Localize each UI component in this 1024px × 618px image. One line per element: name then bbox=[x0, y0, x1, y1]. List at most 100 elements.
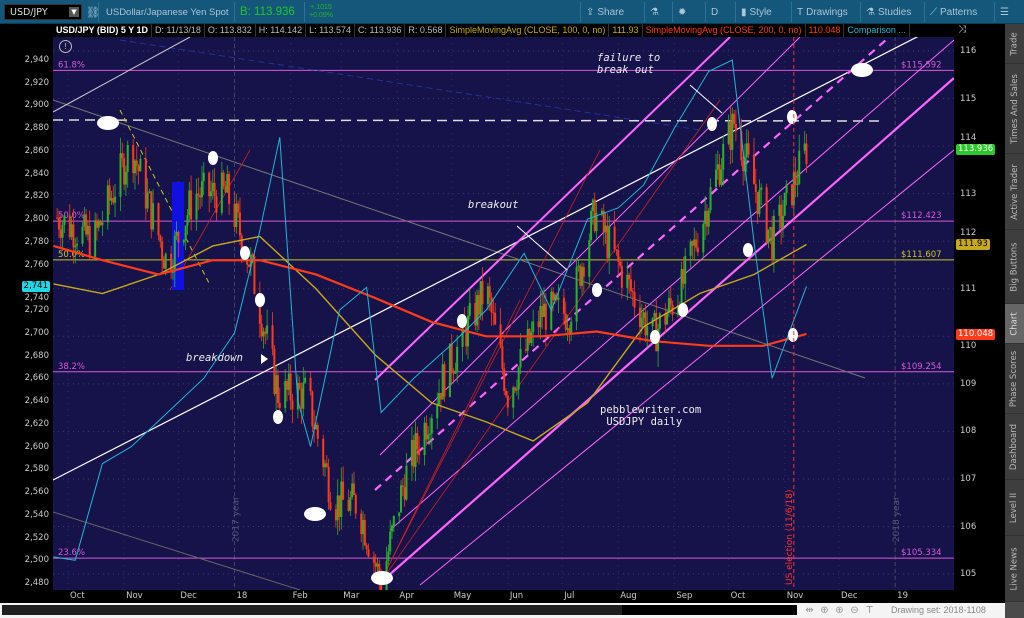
side-tab-live-news[interactable]: Live News bbox=[1005, 536, 1024, 602]
candle bbox=[253, 256, 256, 294]
candle bbox=[400, 485, 403, 513]
fib-price-label: $109.254 bbox=[901, 362, 942, 372]
candle bbox=[519, 349, 522, 368]
bar-range: R: 0.568 bbox=[405, 24, 447, 37]
text-icon[interactable]: T bbox=[866, 605, 873, 616]
candle bbox=[101, 222, 104, 226]
crosshair-icon[interactable]: ⊕ bbox=[820, 605, 829, 616]
candle bbox=[144, 158, 147, 209]
candle bbox=[479, 280, 482, 315]
pivot-marker bbox=[743, 243, 753, 257]
gear-icon-button[interactable]: ✹ bbox=[678, 0, 689, 24]
annotation-failure: failure to break out bbox=[597, 52, 661, 76]
candle bbox=[581, 266, 584, 286]
link-icon[interactable]: ⛓ bbox=[86, 6, 100, 19]
candle bbox=[173, 235, 176, 272]
channel-line bbox=[374, 37, 891, 491]
candle bbox=[758, 190, 761, 215]
candle bbox=[588, 240, 591, 277]
candle bbox=[401, 485, 404, 488]
candle bbox=[425, 422, 428, 440]
candle bbox=[606, 225, 609, 259]
candle bbox=[608, 226, 611, 259]
left-tick-label: 2,940 bbox=[24, 55, 49, 65]
patterns-icon: ⟋ bbox=[930, 6, 937, 18]
flask-icon-button[interactable]: ⚗ bbox=[650, 0, 662, 24]
drawing-set[interactable]: Drawing set: 2018-1108 bbox=[891, 605, 986, 615]
candle bbox=[99, 221, 102, 226]
candle bbox=[291, 400, 294, 410]
candle bbox=[684, 255, 687, 284]
candle bbox=[311, 391, 314, 427]
trendline bbox=[119, 39, 701, 131]
side-tab-big-buttons[interactable]: Big Buttons bbox=[1005, 230, 1024, 304]
candle bbox=[771, 227, 774, 261]
alert-icon[interactable]: ! bbox=[59, 40, 72, 53]
share-button[interactable]: ⇪ Share bbox=[586, 0, 624, 24]
candle bbox=[494, 312, 497, 325]
chart-plot-area[interactable]: 2017 year 2018 year 61.8% $115.592 50.0% $112… bbox=[53, 37, 954, 590]
sma100-label[interactable]: SimpleMovingAvg (CLOSE, 100, 0, no) bbox=[446, 24, 610, 37]
sma200-label[interactable]: SimpleMovingAvg (CLOSE, 200, 0, no) bbox=[643, 24, 806, 37]
candle-style-icon: ▮ bbox=[741, 6, 747, 18]
chart-header: USD/JPY (BID) 5 Y 1D D: 11/13/18 O: 113.… bbox=[53, 24, 1005, 37]
zoom-tools[interactable]: ⇹ ⊕ ⊕ ⊖ T bbox=[802, 603, 877, 618]
candle bbox=[148, 191, 151, 193]
candle bbox=[405, 465, 408, 500]
auto-scale-icon[interactable]: ⤨ bbox=[958, 24, 966, 35]
side-tab-chart[interactable]: Chart bbox=[1005, 304, 1024, 344]
candle bbox=[628, 274, 631, 280]
symbol-select[interactable]: USD/JPY ▼ bbox=[4, 4, 82, 20]
patterns-button[interactable]: ⟋ Patterns bbox=[930, 0, 977, 24]
pivot-marker bbox=[650, 330, 660, 344]
candle bbox=[338, 495, 341, 517]
candle bbox=[248, 264, 250, 267]
left-tick-label: 2,800 bbox=[24, 214, 49, 225]
candle bbox=[276, 375, 279, 403]
d-button[interactable]: D bbox=[711, 0, 718, 24]
pivot-marker bbox=[592, 283, 602, 297]
comparison-label[interactable]: Comparison ... bbox=[844, 24, 910, 37]
candle bbox=[593, 199, 596, 232]
candle bbox=[289, 373, 292, 401]
candle bbox=[443, 364, 446, 397]
candle bbox=[704, 210, 707, 224]
candle bbox=[436, 404, 439, 419]
side-tab-label: Dashboard bbox=[1009, 423, 1020, 470]
candle bbox=[349, 497, 352, 511]
candle bbox=[188, 190, 191, 216]
style-button[interactable]: ▮ Style bbox=[741, 0, 772, 24]
candle bbox=[557, 297, 560, 300]
comparison-line bbox=[53, 59, 807, 561]
menu-icon-button[interactable]: ☰ bbox=[1000, 0, 1012, 24]
candle bbox=[530, 332, 533, 344]
drawings-button[interactable]: T Drawings bbox=[797, 0, 848, 24]
pivot-marker bbox=[851, 63, 873, 77]
candle bbox=[106, 185, 109, 223]
comparison-badge: 2,741 bbox=[21, 280, 50, 292]
zoom-in-icon[interactable]: ⊕ bbox=[835, 605, 844, 616]
side-tab-dashboard[interactable]: Dashboard bbox=[1005, 414, 1024, 480]
candle bbox=[354, 494, 357, 514]
side-tab-times-and-sales[interactable]: Times And Sales bbox=[1005, 64, 1024, 154]
side-tab-phase-scores[interactable]: Phase Scores bbox=[1005, 344, 1024, 414]
candle bbox=[342, 481, 345, 500]
candle bbox=[159, 235, 162, 242]
candle bbox=[709, 186, 712, 211]
side-tab-trade[interactable]: Trade bbox=[1005, 24, 1024, 64]
pan-icon[interactable]: ⇹ bbox=[805, 605, 814, 616]
candle bbox=[481, 280, 484, 305]
side-tab-active-trader[interactable]: Active Trader bbox=[1005, 154, 1024, 230]
zoom-out-icon[interactable]: ⊖ bbox=[850, 605, 859, 616]
scrollbar-thumb[interactable] bbox=[2, 605, 622, 615]
candle bbox=[783, 192, 786, 216]
candle bbox=[237, 203, 240, 213]
side-tab-level-ii[interactable]: Level II bbox=[1005, 480, 1024, 536]
horizontal-scrollbar[interactable] bbox=[2, 605, 797, 615]
candle bbox=[731, 113, 734, 150]
candle bbox=[314, 424, 317, 430]
candle bbox=[705, 210, 708, 227]
fib-pct-label: 61.8% bbox=[58, 60, 85, 70]
studies-button[interactable]: ⚗ Studies bbox=[866, 0, 911, 24]
pivot-marker bbox=[273, 410, 283, 424]
